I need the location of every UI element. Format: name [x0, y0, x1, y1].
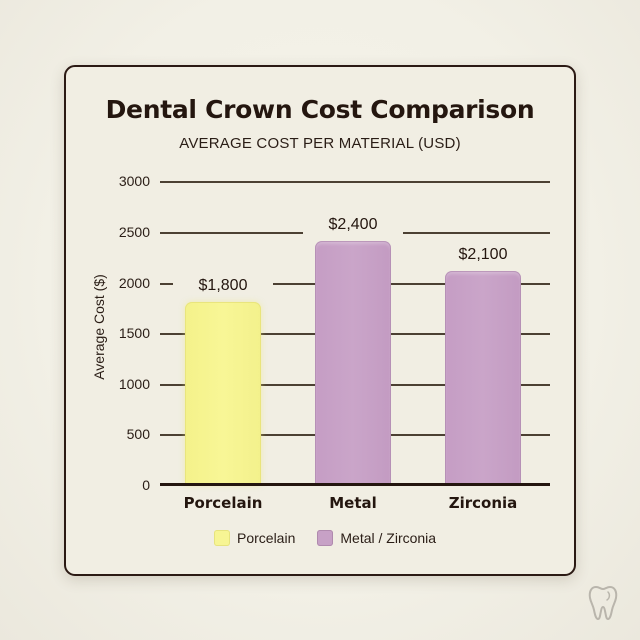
x-label-porcelain: Porcelain	[183, 494, 263, 512]
bar-metal[interactable]	[315, 241, 391, 485]
y-tick: 500	[126, 426, 150, 442]
bar-value-zirconia: $2,100	[458, 246, 508, 263]
legend-label: Metal / Zirconia	[340, 530, 437, 546]
chart-card: Dental Crown Cost Comparison AVERAGE COS…	[64, 65, 576, 576]
legend: Porcelain Metal / Zirconia	[214, 530, 458, 546]
x-label-zirconia: Zirconia	[448, 494, 518, 512]
y-tick: 1500	[118, 325, 150, 341]
chart-subtitle: AVERAGE COST PER MATERIAL (USD)	[179, 135, 461, 152]
bar-porcelain[interactable]	[185, 302, 261, 485]
y-tick: 3000	[118, 173, 150, 189]
legend-item-metal-zirconia[interactable]: Metal / Zirconia	[317, 530, 436, 546]
chart-title: Dental Crown Cost Comparison	[105, 95, 535, 124]
gridline-3000	[160, 181, 550, 183]
x-label-metal: Metal	[329, 494, 377, 512]
legend-label: Porcelain	[237, 530, 296, 546]
bar-zirconia[interactable]	[445, 271, 521, 485]
y-tick: 2000	[118, 275, 150, 291]
legend-item-porcelain[interactable]: Porcelain	[214, 530, 295, 546]
y-tick: 1000	[118, 376, 150, 392]
legend-swatch-metal-zirconia	[317, 530, 334, 546]
y-tick: 0	[142, 477, 150, 493]
bar-value-porcelain: $1,800	[173, 277, 273, 295]
x-axis-baseline	[160, 483, 550, 486]
plot-area: 3000 2500 2000 1500 1000 500 0 Average C…	[66, 67, 574, 574]
bar-value-metal: $2,400	[303, 216, 403, 234]
y-tick: 2500	[118, 224, 150, 240]
tooth-icon	[588, 584, 618, 622]
legend-swatch-porcelain	[214, 530, 230, 546]
